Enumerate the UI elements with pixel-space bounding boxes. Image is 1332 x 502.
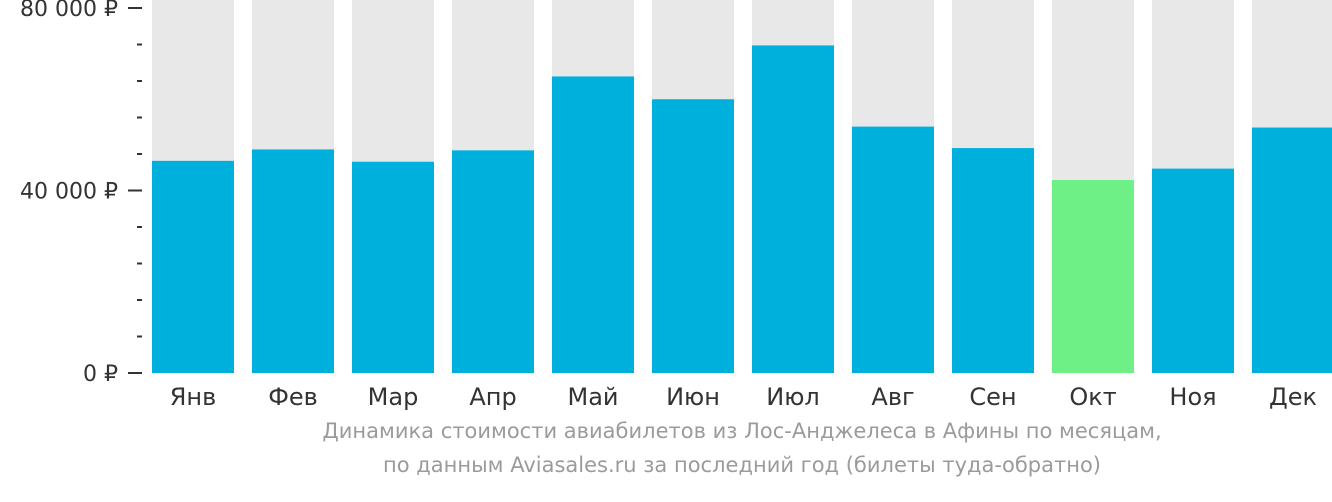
bar-Июл[interactable]	[752, 45, 834, 373]
x-tick-label: Апр	[469, 383, 516, 411]
bar-Дек[interactable]	[1252, 127, 1332, 373]
bar-Май[interactable]	[552, 76, 634, 373]
y-tick-label: 80 000 ₽	[20, 0, 118, 22]
x-tick-label: Ноя	[1169, 383, 1216, 411]
bar-Мар[interactable]	[352, 161, 434, 373]
y-axis: 0 ₽ 40 000 ₽ 80 000 ₽	[20, 0, 142, 387]
x-axis: Янв Фев Мар Апр Май Июн Июл Авг Сен Окт Ноя Дек	[170, 383, 1317, 411]
x-tick-label: Май	[567, 383, 618, 411]
x-tick-label: Фев	[268, 383, 318, 411]
chart-caption-line-1: Динамика стоимости авиабилетов из Лос-Ан…	[322, 419, 1162, 443]
bar-Окт[interactable]	[1052, 180, 1134, 373]
bar-Авг[interactable]	[852, 126, 934, 373]
bar-Апр[interactable]	[452, 150, 534, 373]
chart-caption-line-2: по данным Aviasales.ru за последний год …	[383, 453, 1101, 477]
bar-chart: 0 ₽ 40 000 ₽ 80 000 ₽ Янв Фев Мар Апр Май Июн Ию…	[20, 0, 1332, 411]
x-tick-label: Авг	[871, 383, 914, 411]
x-tick-label: Сен	[969, 383, 1016, 411]
y-tick-label: 40 000 ₽	[20, 180, 118, 205]
x-tick-label: Июл	[766, 383, 820, 411]
x-tick-label: Окт	[1069, 383, 1116, 411]
x-tick-label: Мар	[368, 383, 419, 411]
x-tick-label: Дек	[1269, 383, 1317, 411]
bars	[152, 0, 1332, 373]
y-tick-label: 0 ₽	[83, 362, 118, 387]
bar-Июн[interactable]	[652, 99, 734, 373]
bar-Ноя[interactable]	[1152, 168, 1234, 373]
x-tick-label: Янв	[170, 383, 217, 411]
x-tick-label: Июн	[666, 383, 720, 411]
bar-Янв[interactable]	[152, 160, 234, 373]
bar-Фев[interactable]	[252, 149, 334, 373]
bar-Сен[interactable]	[952, 148, 1034, 373]
